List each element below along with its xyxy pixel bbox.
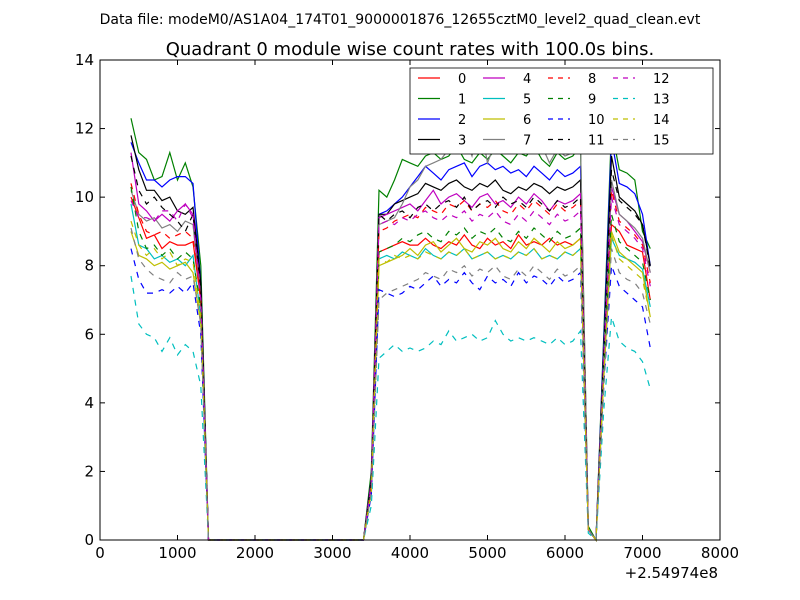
series-line-15 [130,227,651,542]
chart-title: Quadrant 0 module wise count rates with … [166,39,655,60]
x-tick-label: 2000 [236,544,274,562]
y-tick-label: 0 [84,531,94,549]
series-line-9 [130,186,651,542]
x-tick-label: 0 [95,544,105,562]
series-line-4 [130,152,651,542]
data-file-label: Data file: modeM0/AS1A04_174T01_90000018… [100,12,701,28]
series-line-5 [130,203,651,542]
series-line-10 [130,248,651,542]
legend-label-1: 1 [458,93,466,108]
y-tick-label: 12 [75,120,94,138]
y-tick-label: 8 [84,257,94,275]
y-tick-label: 14 [75,51,94,69]
series-line-2 [130,138,651,542]
x-tick-label: 6000 [546,544,584,562]
legend-label-8: 8 [588,72,596,87]
legend-label-11: 11 [588,134,605,149]
series-line-8 [130,183,651,542]
legend-label-12: 12 [653,72,670,87]
legend-label-0: 0 [458,72,466,87]
series-line-12 [130,196,651,542]
legend-label-2: 2 [458,113,466,128]
y-tick-label: 6 [84,325,94,343]
legend-label-9: 9 [588,93,596,108]
legend-label-14: 14 [653,113,670,128]
x-tick-label: 3000 [313,544,351,562]
series-line-13 [130,275,651,542]
legend-label-4: 4 [523,72,531,87]
legend-label-5: 5 [523,93,531,108]
legend-label-6: 6 [523,113,531,128]
x-tick-label: 8000 [701,544,739,562]
legend-label-10: 10 [588,113,605,128]
legend-label-13: 13 [653,93,670,108]
y-tick-label: 2 [84,462,94,480]
legend-label-3: 3 [458,134,466,149]
series-line-6 [130,231,651,542]
y-tick-label: 4 [84,394,94,412]
series-line-0 [130,196,651,542]
series-line-3 [130,135,651,542]
x-tick-label: 4000 [391,544,429,562]
x-axis-offset-label: +2.54974e8 [625,564,718,582]
x-tick-label: 5000 [468,544,506,562]
legend-label-15: 15 [653,134,670,149]
series-line-1 [130,118,651,543]
series-line-14 [130,220,651,542]
x-tick-label: 1000 [158,544,196,562]
y-tick-label: 10 [75,188,94,206]
x-axis: 0 1000 2000 3000 4000 5000 6000 7000 8000 [95,60,739,562]
x-tick-label: 7000 [623,544,661,562]
legend-label-7: 7 [523,134,531,149]
